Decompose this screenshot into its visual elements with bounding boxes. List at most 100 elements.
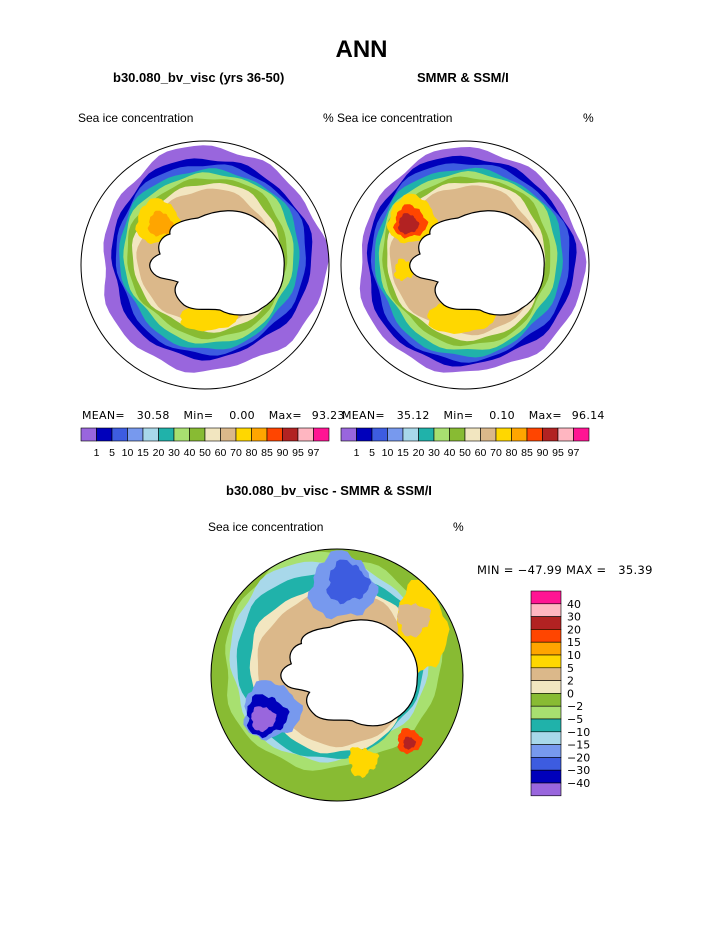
cbar1-swatch-9 [220,427,237,442]
obs-map-border [340,140,590,390]
panel2-min-label: Min= [443,409,474,422]
cbar3-label-1: 30 [567,611,581,624]
panel2-title: SMMR & SSM/I [417,70,509,85]
panel2-right-label: % [583,111,594,125]
cbar3-swatch-13 [530,757,562,771]
cbar1-label-7: 50 [199,447,211,459]
cbar2-label-10: 80 [506,447,518,459]
panel1-max-label: Max= [268,409,302,422]
cbar1-label-13: 95 [292,447,304,459]
cbar3-swatch-2 [530,616,562,630]
diff-patch-7 [403,736,417,750]
cbar1-swatch-15 [313,427,330,442]
panel1-min-value: 0.00 [229,409,255,422]
cbar3-swatch-12 [530,744,562,758]
cbar3-label-0: 40 [567,598,581,611]
panel2-stats: MEAN= 35.12 Min= 0.10 Max= 96.14 [342,409,605,422]
cbar3-label-12: −20 [567,751,590,764]
cbar1-swatch-1 [96,427,113,442]
diff-map-border [210,548,464,802]
cbar3-swatch-4 [530,641,562,656]
model-antarctica-coastline [149,210,285,316]
cbar2-label-7: 50 [459,447,471,459]
panel1-title: b30.080_bv_visc (yrs 36-50) [113,70,285,85]
cbar3-label-6: 2 [567,675,574,688]
panel2-mean-value: 35.12 [396,409,430,422]
panel2-left-label: % Sea ice concentration [323,111,453,125]
cbar3-swatch-9 [530,705,562,720]
cbar1-label-6: 40 [184,447,196,459]
panel1-left-label: Sea ice concentration [78,111,194,125]
cbar1-swatch-14 [297,427,314,442]
cbar1-swatch-6 [173,427,190,442]
map-difference [210,548,464,802]
cbar1-swatch-5 [158,427,175,442]
cbar1-swatch-10 [235,427,252,442]
cbar2-label-5: 30 [428,447,440,459]
diff-patch-4 [251,706,277,733]
cbar3-label-3: 15 [567,636,581,649]
cbar3-label-4: 10 [567,649,581,662]
cbar2-label-0: 1 [354,447,360,459]
cbar3-label-7: 0 [567,687,574,700]
cbar2-label-11: 85 [521,447,533,459]
cbar2-swatch-5 [418,427,435,442]
main-title: ANN [335,36,388,63]
diff-antarctica-coastline [280,619,419,727]
cbar1-swatch-7 [189,427,206,442]
cbar1-label-0: 1 [94,447,100,459]
cbar3-swatch-7 [530,680,562,694]
cbar2-label-3: 15 [397,447,409,459]
cbar2-swatch-7 [449,427,466,442]
cbar2-swatch-4 [402,427,419,442]
cbar2-swatch-8 [464,427,481,442]
panel3-right-label: % [453,520,464,534]
cbar1-label-1: 5 [109,447,115,459]
cbar2-swatch-9 [480,427,497,442]
obs-antarctica-coastline [409,210,545,316]
cbar3-swatch-15 [530,782,562,797]
cbar3-label-9: −5 [567,713,583,726]
cbar1-swatch-11 [251,427,268,442]
cbar1-swatch-8 [204,427,221,442]
cbar3-swatch-5 [530,654,562,669]
cbar2-label-4: 20 [413,447,425,459]
cbar1-label-12: 90 [277,447,289,459]
cbar1-swatch-0 [80,427,97,442]
cbar3-label-2: 20 [567,623,581,636]
cbar3-swatch-11 [530,731,562,745]
cbar3-swatch-3 [530,629,562,643]
cbar2-swatch-2 [371,427,388,442]
cbar1-swatch-13 [282,427,299,442]
cbar2-swatch-10 [495,427,512,442]
cbar2-swatch-6 [433,427,450,442]
cbar2-label-8: 60 [475,447,487,459]
panel3-stats: MIN = −47.99 MAX = 35.39 [477,563,653,577]
panel2-max-value: 96.14 [571,409,605,422]
cbar1-label-2: 10 [122,447,134,459]
panel1-mean-label: MEAN= [82,409,125,422]
cbar3-swatch-14 [530,769,562,784]
cbar1-label-4: 20 [153,447,165,459]
cbar2-label-14: 97 [568,447,580,459]
panel2-mean-label: MEAN= [342,409,385,422]
cbar2-swatch-14 [557,427,574,442]
cbar1-swatch-4 [142,427,159,442]
cbar3-swatch-0 [530,590,562,605]
cbar1-label-5: 30 [168,447,180,459]
cbar2-swatch-15 [573,427,590,442]
model-patch-1 [147,210,174,237]
diff-patch-1 [326,559,372,605]
cbar1-label-9: 70 [230,447,242,459]
cbar3-label-8: −2 [567,700,583,713]
cbar3-label-5: 5 [567,662,574,675]
cbar2-swatch-3 [387,427,404,442]
cbar3-swatch-8 [530,693,562,707]
cbar2-label-12: 90 [537,447,549,459]
cbar2-swatch-1 [356,427,373,442]
cbar1-label-8: 60 [215,447,227,459]
diff-patch-9 [396,603,432,638]
cbar2-swatch-12 [526,427,543,442]
diff-patch-8 [348,747,380,779]
